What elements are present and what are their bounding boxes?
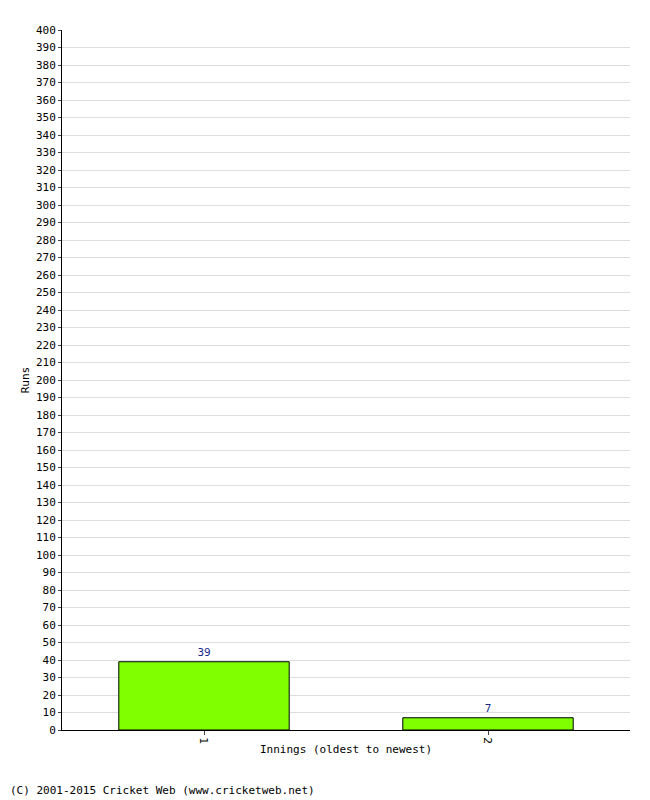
- svg-text:230: 230: [36, 321, 56, 334]
- svg-text:340: 340: [36, 129, 56, 142]
- svg-text:80: 80: [43, 584, 56, 597]
- svg-text:380: 380: [36, 59, 56, 72]
- svg-text:10: 10: [43, 706, 56, 719]
- svg-text:300: 300: [36, 199, 56, 212]
- svg-text:2: 2: [481, 737, 494, 744]
- svg-text:160: 160: [36, 444, 56, 457]
- svg-text:0: 0: [49, 724, 56, 737]
- svg-text:130: 130: [36, 496, 56, 509]
- svg-text:250: 250: [36, 286, 56, 299]
- svg-text:140: 140: [36, 479, 56, 492]
- svg-text:190: 190: [36, 391, 56, 404]
- svg-text:(C) 2001-2015 Cricket Web (www: (C) 2001-2015 Cricket Web (www.cricketwe…: [10, 784, 315, 797]
- svg-text:330: 330: [36, 146, 56, 159]
- svg-text:120: 120: [36, 514, 56, 527]
- svg-text:Runs: Runs: [19, 367, 32, 394]
- svg-text:150: 150: [36, 461, 56, 474]
- svg-text:390: 390: [36, 41, 56, 54]
- svg-text:370: 370: [36, 76, 56, 89]
- svg-text:200: 200: [36, 374, 56, 387]
- svg-text:310: 310: [36, 181, 56, 194]
- svg-text:210: 210: [36, 356, 56, 369]
- svg-text:180: 180: [36, 409, 56, 422]
- svg-text:360: 360: [36, 94, 56, 107]
- svg-text:50: 50: [43, 636, 56, 649]
- svg-text:Innings (oldest to newest): Innings (oldest to newest): [260, 743, 432, 756]
- svg-text:170: 170: [36, 426, 56, 439]
- svg-text:100: 100: [36, 549, 56, 562]
- svg-text:290: 290: [36, 216, 56, 229]
- svg-text:280: 280: [36, 234, 56, 247]
- svg-text:240: 240: [36, 304, 56, 317]
- svg-text:40: 40: [43, 654, 56, 667]
- svg-text:60: 60: [43, 619, 56, 632]
- svg-text:70: 70: [43, 601, 56, 614]
- svg-text:90: 90: [43, 566, 56, 579]
- svg-text:260: 260: [36, 269, 56, 282]
- svg-text:400: 400: [36, 24, 56, 37]
- svg-text:320: 320: [36, 164, 56, 177]
- svg-text:220: 220: [36, 339, 56, 352]
- svg-text:110: 110: [36, 531, 56, 544]
- svg-text:39: 39: [197, 646, 210, 659]
- svg-text:20: 20: [43, 689, 56, 702]
- svg-text:350: 350: [36, 111, 56, 124]
- svg-text:270: 270: [36, 251, 56, 264]
- svg-text:1: 1: [197, 737, 210, 744]
- svg-text:30: 30: [43, 671, 56, 684]
- svg-text:7: 7: [485, 702, 492, 715]
